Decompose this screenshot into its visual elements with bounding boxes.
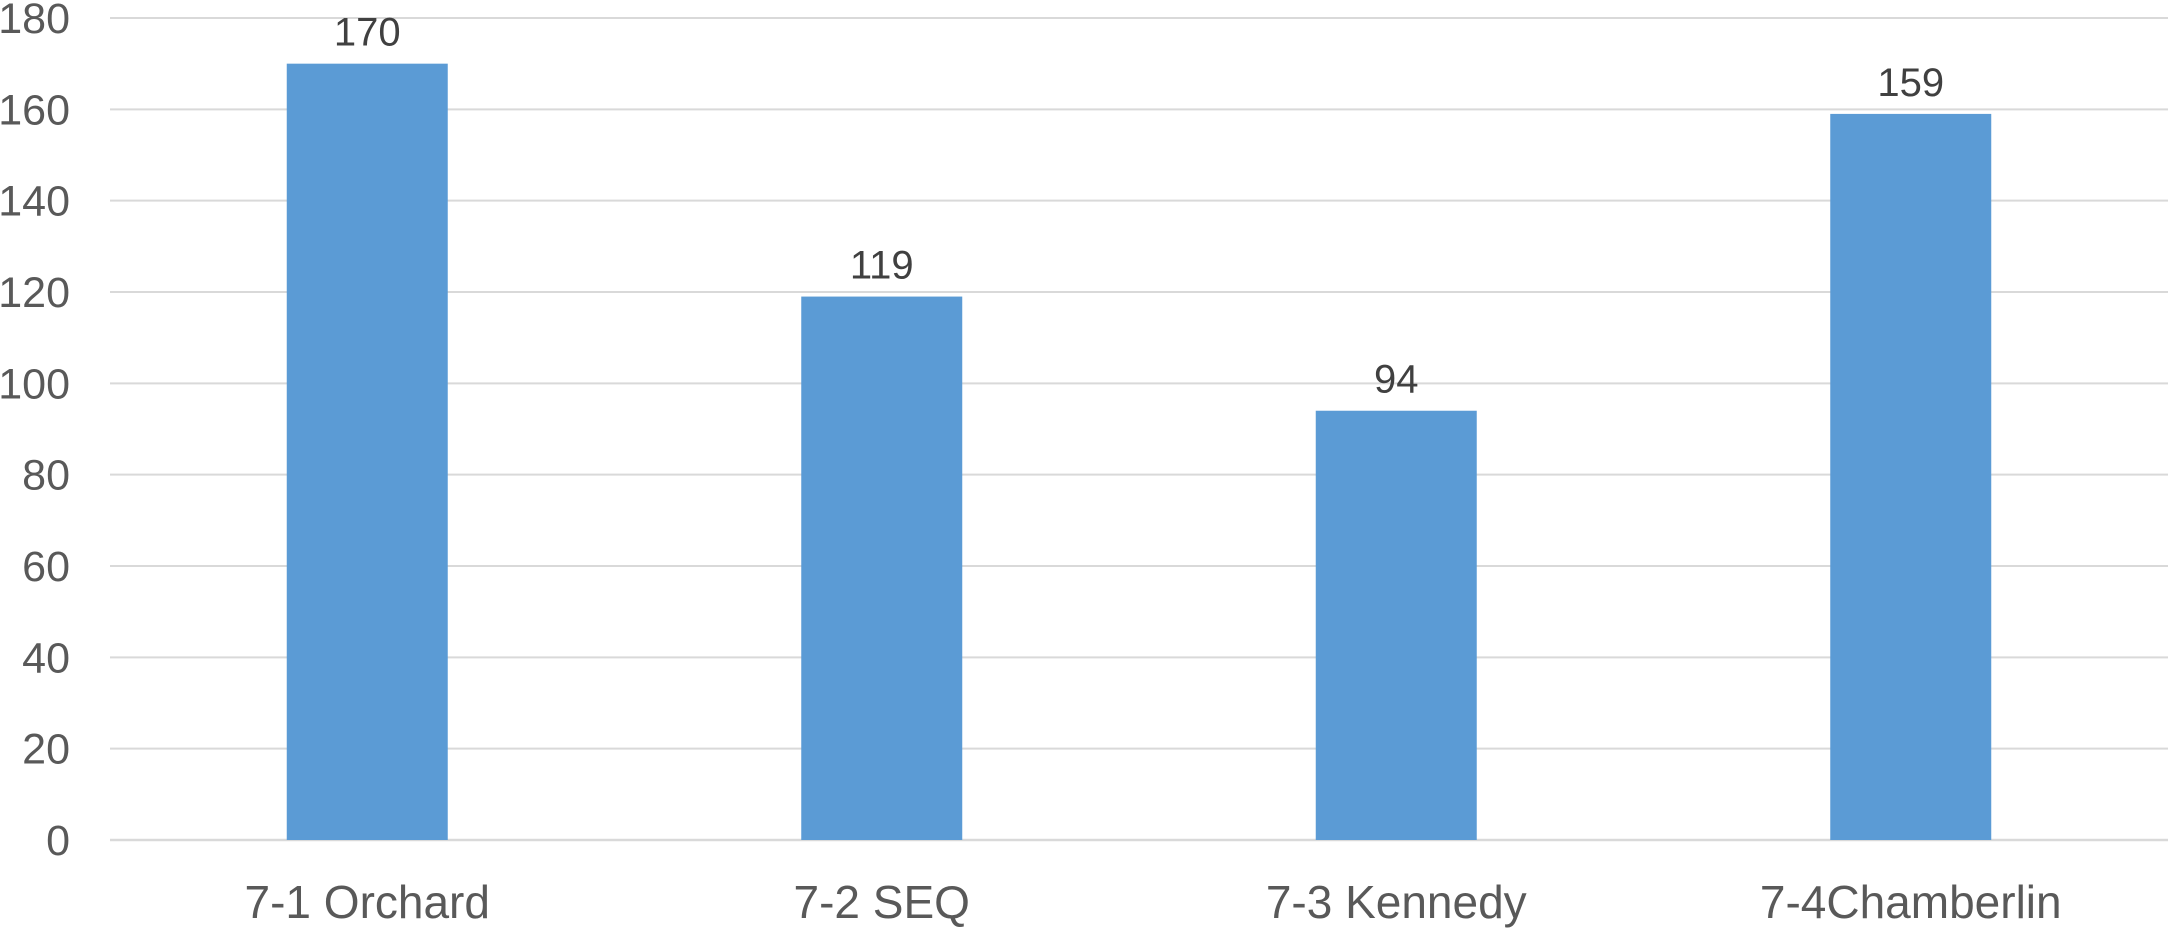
gridlines	[110, 17, 2168, 842]
y-tick-label: 60	[22, 543, 70, 591]
bars	[286, 63, 1992, 841]
data-label: 94	[1374, 358, 1419, 402]
data-labels: 170 119 94 159	[334, 11, 1944, 402]
y-tick-label: 40	[22, 634, 70, 682]
bar	[286, 63, 448, 840]
y-tick-label: 80	[22, 452, 70, 500]
bar	[1315, 410, 1477, 840]
y-tick-label: 120	[0, 269, 70, 317]
y-tick-label: 0	[46, 817, 70, 865]
bar	[1830, 113, 1992, 840]
y-tick-label: 180	[0, 0, 70, 43]
x-category-label: 7-3 Kennedy	[1266, 876, 1527, 928]
x-category-label: 7-1 Orchard	[245, 876, 490, 928]
data-label: 119	[850, 244, 914, 288]
data-label: 170	[334, 11, 401, 55]
x-axis-category-labels: 7-1 Orchard 7-2 SEQ 7-3 Kennedy 7-4Chamberl…	[245, 876, 2062, 928]
y-tick-label: 140	[0, 178, 70, 226]
y-tick-label: 20	[22, 726, 70, 774]
x-category-label: 7-4Chamberlin	[1760, 876, 2062, 928]
y-tick-label: 100	[0, 360, 70, 408]
y-axis-tick-labels: 0 20 40 60 80 100 120 140 160 180	[0, 0, 70, 865]
data-label: 159	[1877, 61, 1944, 105]
bar	[801, 296, 963, 841]
y-tick-label: 160	[0, 86, 70, 134]
x-category-label: 7-2 SEQ	[794, 876, 970, 928]
